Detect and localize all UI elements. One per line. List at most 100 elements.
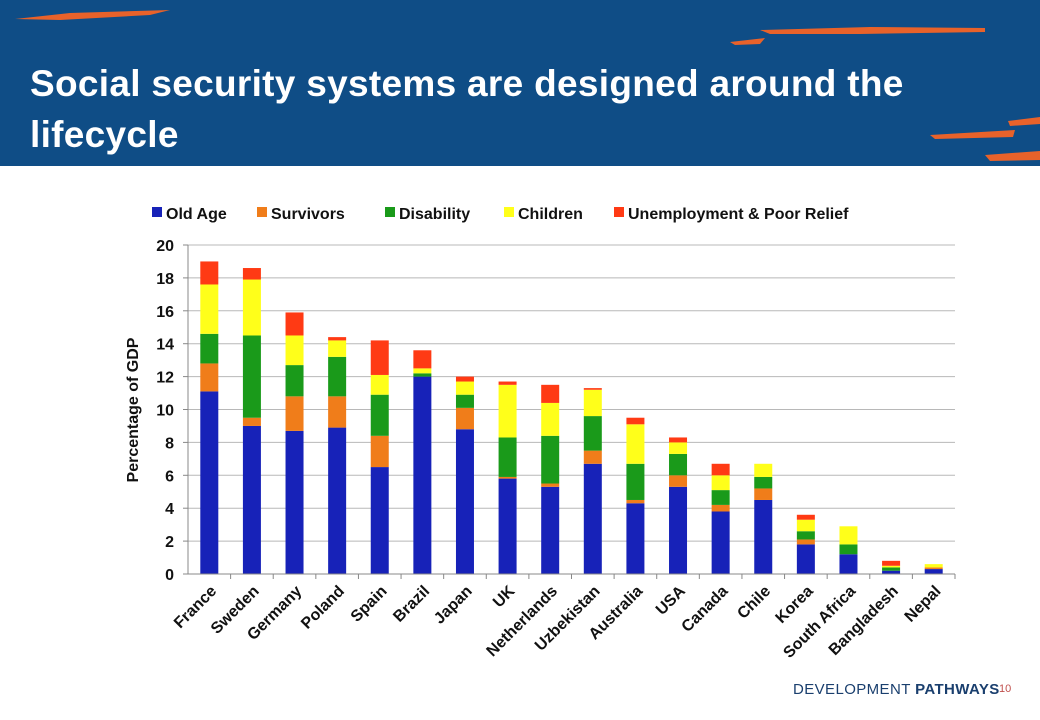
y-tick-label: 14 (156, 337, 174, 354)
y-tick-label: 2 (165, 534, 174, 551)
bar-germany-disability (285, 365, 304, 397)
bar-france-survivors (200, 363, 219, 392)
bar-japan-disability (455, 394, 474, 408)
bar-spain-children (370, 374, 389, 395)
bar-bangladesh-old-age (882, 570, 901, 574)
bar-australia-old-age (626, 503, 645, 574)
x-tick-label-usa: USA (653, 582, 689, 618)
legend-swatch-unemployment-and-poor-relief (614, 207, 624, 217)
bar-canada-unemployment-and-poor-relief (711, 463, 730, 476)
bar-poland-disability (328, 356, 347, 397)
x-tick-label-nepal: Nepal (902, 583, 945, 626)
bar-germany-unemployment-and-poor-relief (285, 312, 304, 336)
bar-uzbekistan-children (583, 389, 602, 417)
title-banner: Social security systems are designed aro… (0, 0, 1040, 166)
x-tick-label-uk: UK (490, 582, 519, 611)
slide-title: Social security systems are designed aro… (30, 63, 904, 155)
bar-bangladesh-disability (882, 567, 901, 571)
bar-brazil-old-age (413, 376, 432, 574)
bar-uzbekistan-unemployment-and-poor-relief (583, 388, 602, 390)
legend-label-children: Children (518, 206, 583, 223)
bar-usa-disability (669, 453, 688, 476)
bar-bangladesh-unemployment-and-poor-relief (882, 560, 901, 566)
legend-label-old-age: Old Age (166, 206, 227, 223)
bar-germany-old-age (285, 430, 304, 574)
bar-canada-survivors (711, 504, 730, 512)
bar-usa-children (669, 442, 688, 454)
bar-poland-unemployment-and-poor-relief (328, 337, 347, 341)
y-axis-label: Percentage of GDP (125, 337, 142, 482)
bar-canada-children (711, 475, 730, 491)
bar-series (200, 261, 943, 574)
legend-label-disability: Disability (399, 206, 470, 223)
bar-chile-survivors (754, 488, 773, 500)
bar-sweden-unemployment-and-poor-relief (242, 268, 261, 280)
x-tick-label-japan: Japan (431, 583, 476, 628)
y-tick-label: 20 (156, 238, 174, 255)
page-number: 10 (999, 683, 1012, 695)
bar-netherlands-survivors (541, 483, 560, 487)
bar-japan-old-age (455, 429, 474, 574)
legend-label-unemployment-and-poor-relief: Unemployment & Poor Relief (628, 206, 849, 223)
bar-netherlands-old-age (541, 486, 560, 574)
bar-south-africa-children (839, 526, 858, 545)
gridlines (188, 244, 955, 542)
bar-japan-unemployment-and-poor-relief (455, 376, 474, 382)
y-tick-label: 12 (156, 370, 174, 387)
bar-usa-unemployment-and-poor-relief (669, 437, 688, 443)
y-tick-label: 18 (156, 271, 174, 288)
y-tick-label: 8 (165, 435, 174, 452)
bar-germany-survivors (285, 396, 304, 431)
bar-australia-children (626, 424, 645, 464)
bar-spain-survivors (370, 435, 389, 468)
bar-uk-old-age (498, 478, 517, 574)
footer-brand: DEVELOPMENT PATHWAYS (793, 681, 1000, 698)
bar-korea-disability (796, 531, 815, 540)
bar-korea-survivors (796, 539, 815, 545)
bar-korea-unemployment-and-poor-relief (796, 514, 815, 520)
stacked-bar-chart: Old Age Survivors Disability Children Unempl… (125, 206, 956, 662)
bar-poland-children (328, 340, 347, 357)
bar-uzbekistan-old-age (583, 463, 602, 574)
bar-france-children (200, 284, 219, 334)
bar-uk-survivors (498, 476, 517, 479)
y-tick-label: 4 (165, 501, 174, 518)
bar-uk-children (498, 384, 517, 438)
bar-chile-old-age (754, 499, 773, 574)
bar-south-africa-old-age (839, 554, 858, 574)
legend-label-survivors: Survivors (271, 206, 345, 223)
bar-korea-old-age (796, 544, 815, 574)
bar-sweden-survivors (242, 417, 261, 426)
bar-france-disability (200, 333, 219, 364)
bar-chile-children (754, 463, 773, 477)
bar-uzbekistan-disability (583, 416, 602, 451)
bar-uk-disability (498, 437, 517, 477)
bar-usa-survivors (669, 475, 688, 487)
bar-canada-disability (711, 490, 730, 505)
bar-bangladesh-children (882, 565, 901, 568)
x-tick-label-spain: Spain (348, 583, 391, 626)
bar-netherlands-unemployment-and-poor-relief (541, 384, 560, 403)
bar-australia-unemployment-and-poor-relief (626, 417, 645, 425)
bar-nepal-survivors (924, 567, 943, 570)
chart-legend: Old Age Survivors Disability Children Unempl… (152, 206, 849, 223)
legend-swatch-old-age (152, 207, 162, 217)
bar-spain-old-age (370, 467, 389, 574)
bar-usa-old-age (669, 486, 688, 574)
bar-netherlands-children (541, 402, 560, 436)
x-tick-label-chile: Chile (734, 583, 774, 623)
bar-australia-survivors (626, 499, 645, 504)
bar-france-old-age (200, 391, 219, 574)
brush-stroke-decoration (15, 10, 1040, 161)
x-tick-label-brazil: Brazil (390, 583, 433, 626)
legend-swatch-survivors (257, 207, 267, 217)
y-tick-label: 6 (165, 468, 174, 485)
bar-canada-old-age (711, 511, 730, 574)
y-tick-label: 16 (156, 304, 174, 321)
legend-swatch-disability (385, 207, 395, 217)
x-tick-label-poland: Poland (298, 583, 348, 633)
bar-nepal-children (924, 564, 943, 568)
bar-poland-old-age (328, 427, 347, 574)
bar-spain-disability (370, 394, 389, 436)
